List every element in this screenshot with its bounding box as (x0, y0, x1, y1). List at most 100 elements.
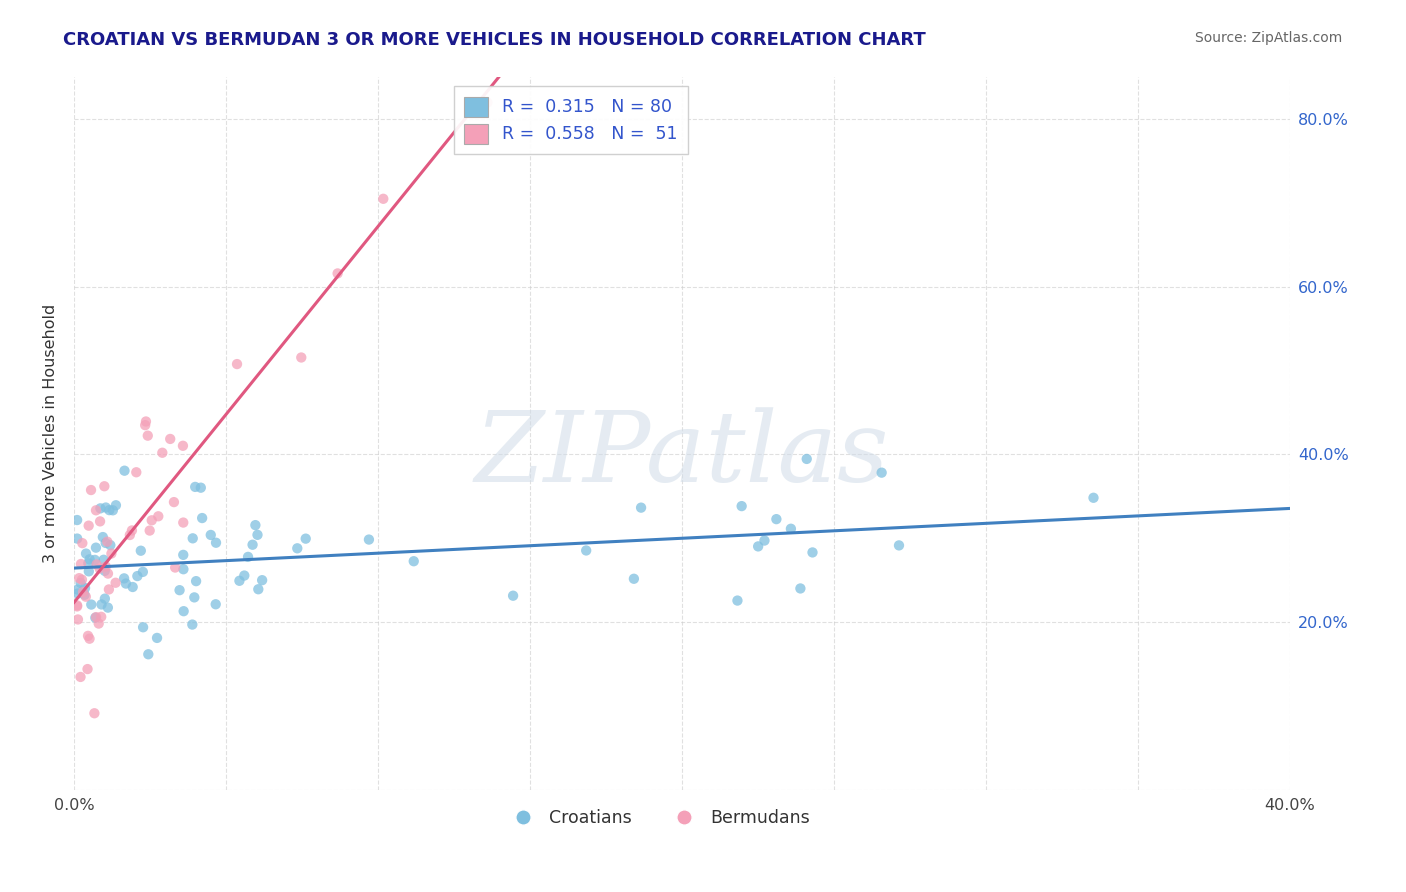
Point (183, 591, 205, 605)
Point (84, 503, 107, 517)
Point (1083, 491, 1105, 505)
Point (97, 582, 120, 597)
Point (228, 574, 250, 588)
Point (765, 512, 787, 526)
Point (172, 516, 194, 530)
Point (159, 432, 181, 446)
Point (72, 585, 94, 599)
Point (93, 553, 115, 567)
Point (70, 573, 93, 587)
Point (115, 576, 138, 591)
Text: ZIPatlas: ZIPatlas (475, 408, 889, 502)
Point (87, 616, 110, 631)
Point (242, 538, 264, 552)
Point (67, 571, 90, 585)
Point (77, 629, 100, 643)
Point (172, 548, 194, 562)
Text: CROATIAN VS BERMUDAN 3 OR MORE VEHICLES IN HOUSEHOLD CORRELATION CHART: CROATIAN VS BERMUDAN 3 OR MORE VEHICLES … (63, 31, 927, 49)
Point (104, 498, 127, 512)
Point (134, 418, 156, 433)
Point (75, 547, 97, 561)
Point (83, 706, 105, 721)
Point (326, 267, 349, 281)
Point (870, 466, 893, 480)
Point (97, 566, 120, 581)
Point (190, 481, 212, 495)
Point (129, 543, 152, 558)
Point (69, 576, 91, 591)
Point (66, 612, 89, 626)
Point (200, 528, 222, 542)
Point (623, 572, 645, 586)
Point (789, 582, 811, 596)
Point (205, 535, 228, 549)
Point (90, 609, 112, 624)
Point (84, 610, 107, 624)
Point (204, 597, 226, 611)
Point (801, 545, 824, 559)
Point (172, 562, 194, 576)
Point (94, 564, 117, 578)
Point (191, 511, 214, 525)
Point (93, 479, 115, 493)
Point (84, 611, 107, 625)
Point (114, 464, 136, 478)
Point (79, 552, 101, 566)
Point (780, 522, 803, 536)
Point (290, 351, 312, 365)
Point (98, 503, 121, 517)
Point (69, 670, 91, 684)
Point (146, 631, 169, 645)
Point (96, 534, 118, 549)
Point (458, 125, 481, 139)
Point (100, 547, 122, 561)
Point (294, 532, 316, 546)
Legend: Croatians, Bermudans: Croatians, Bermudans (499, 803, 817, 834)
Point (138, 524, 160, 538)
Point (141, 513, 163, 527)
Y-axis label: 3 or more Vehicles in Household: 3 or more Vehicles in Household (44, 304, 58, 563)
Point (66, 582, 89, 597)
Point (80, 483, 103, 497)
Point (66, 586, 89, 600)
Point (132, 565, 155, 579)
Point (754, 533, 776, 548)
Point (91, 530, 114, 544)
Point (887, 538, 910, 552)
Point (285, 541, 308, 556)
Point (630, 500, 652, 515)
Point (121, 524, 143, 538)
Point (77, 518, 100, 533)
Point (73, 588, 96, 602)
Point (83, 553, 105, 567)
Point (181, 617, 204, 632)
Point (121, 580, 143, 594)
Point (173, 604, 195, 618)
Point (70, 557, 93, 571)
Point (181, 532, 204, 546)
Point (233, 568, 256, 582)
Point (575, 543, 598, 558)
Point (730, 499, 752, 513)
Point (77, 557, 100, 571)
Point (94, 536, 117, 550)
Point (89, 561, 111, 575)
Point (373, 192, 395, 206)
Point (502, 589, 524, 603)
Point (125, 465, 148, 479)
Point (172, 439, 194, 453)
Point (150, 446, 173, 460)
Point (101, 503, 124, 517)
Point (135, 415, 157, 429)
Point (84, 541, 107, 555)
Point (127, 569, 149, 583)
Point (89, 515, 111, 529)
Point (136, 647, 159, 661)
Point (184, 480, 207, 494)
Point (796, 451, 818, 466)
Point (250, 573, 273, 587)
Point (76, 662, 98, 676)
Point (236, 549, 259, 564)
Point (66, 599, 89, 614)
Point (184, 574, 207, 589)
